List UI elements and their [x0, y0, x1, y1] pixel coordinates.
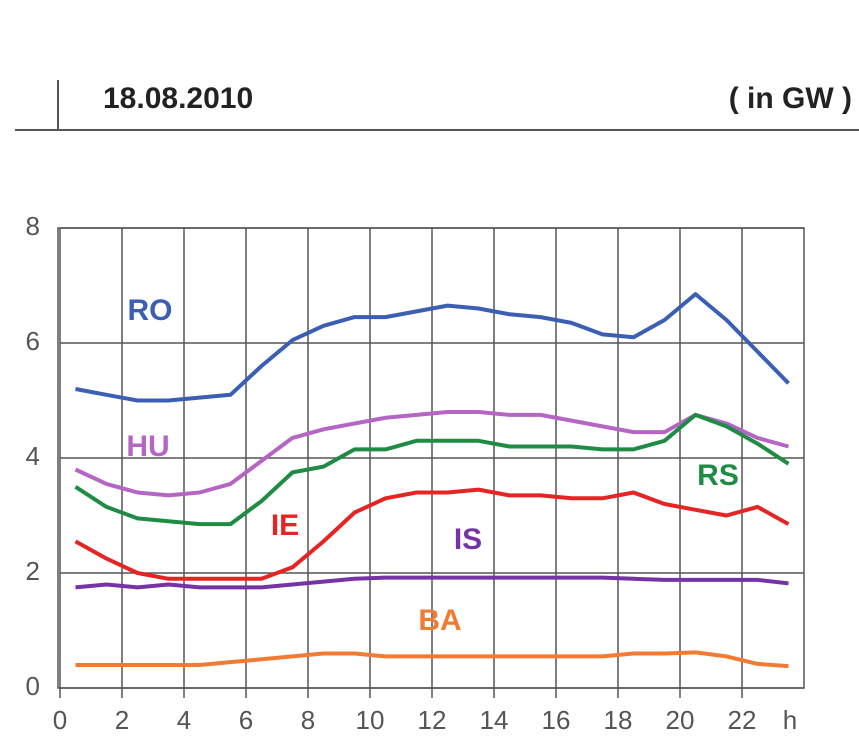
series-label: IE — [271, 509, 299, 542]
series-line — [74, 412, 790, 527]
series-line — [74, 410, 790, 498]
x-tick-label: 20 — [666, 705, 695, 735]
x-axis-label: h — [783, 705, 797, 735]
x-tick-label: 16 — [542, 705, 571, 735]
series-label: IS — [454, 523, 482, 556]
x-tick-label: 2 — [115, 705, 129, 735]
y-tick-label: 4 — [26, 441, 40, 471]
x-tick-label: 12 — [418, 705, 447, 735]
plot-frame — [57, 227, 805, 689]
x-tick-label: 4 — [177, 705, 191, 735]
x-tick-label: 8 — [301, 705, 315, 735]
series-label: RO — [128, 294, 173, 327]
x-tick-label: 22 — [728, 705, 757, 735]
chart-subtitle: ( in GW ) — [729, 82, 852, 115]
y-tick-label: 0 — [26, 671, 40, 701]
y-tick-label: 8 — [26, 211, 40, 241]
series-line — [74, 487, 790, 581]
series-line — [75, 650, 789, 669]
series-label: BA — [418, 604, 461, 637]
x-tick-label: 10 — [356, 705, 385, 735]
series-label: HU — [126, 430, 169, 463]
y-tick-label: 6 — [26, 326, 40, 356]
y-tick-label: 2 — [26, 556, 40, 586]
series-line — [75, 292, 790, 403]
x-tick-label: 14 — [480, 705, 509, 735]
x-tick-label: 6 — [239, 705, 253, 735]
x-tick-label: 18 — [604, 705, 633, 735]
x-tick-label: 0 — [53, 705, 67, 735]
series-line — [75, 575, 789, 590]
series-label: RS — [697, 459, 739, 492]
chart-title: 18.08.2010 — [103, 82, 253, 115]
